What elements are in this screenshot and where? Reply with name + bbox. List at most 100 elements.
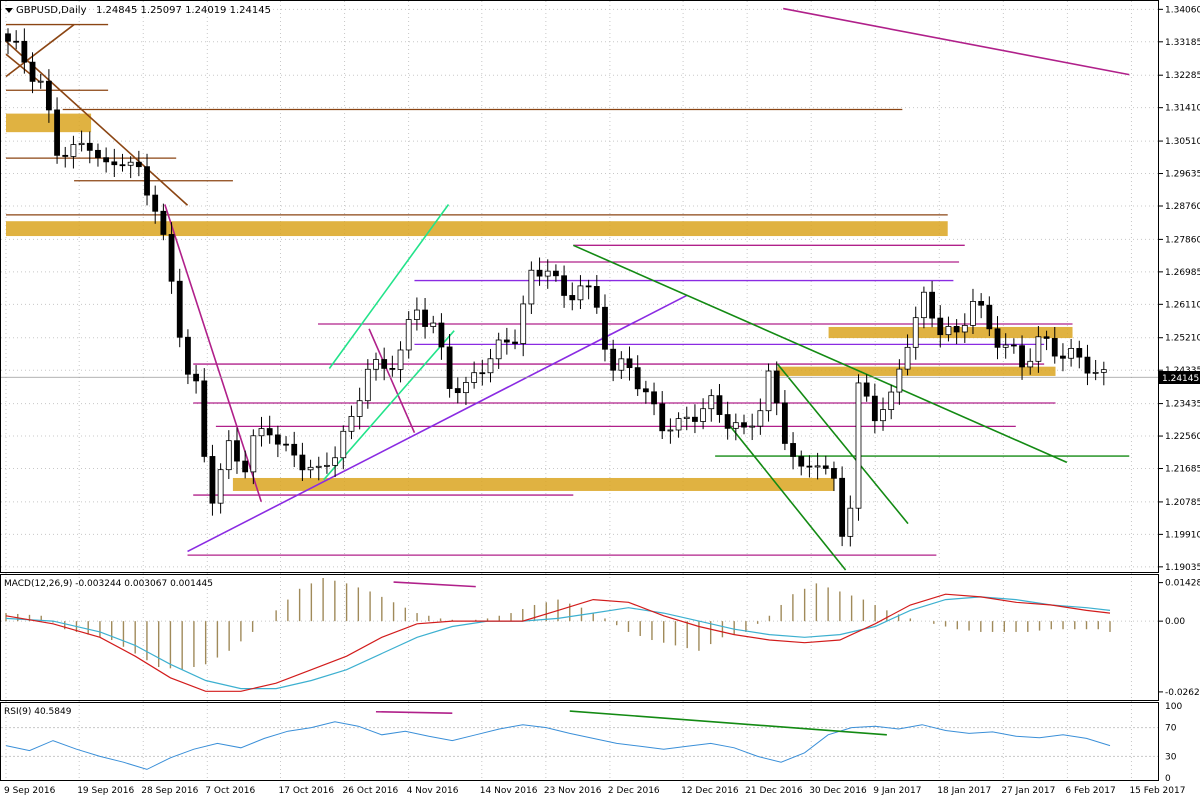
- candle-body: [520, 303, 527, 344]
- candle-body: [626, 358, 633, 369]
- time-tick-label: 17 Oct 2016: [279, 786, 335, 796]
- candle-body: [953, 326, 960, 333]
- candle-body: [495, 339, 502, 360]
- candle-body: [790, 443, 796, 457]
- current-price-text: 1.24145: [1162, 374, 1199, 384]
- macd-main-line: [5, 593, 1111, 692]
- candle-body: [225, 440, 232, 471]
- candle-body: [45, 80, 52, 111]
- candle-body: [381, 359, 388, 369]
- candle-body: [299, 454, 306, 471]
- candle-body: [585, 285, 592, 288]
- price-tick-label: 1.32285: [1165, 71, 1200, 81]
- time-tick-label: 19 Sep 2016: [77, 786, 134, 796]
- time-tick-label: 18 Jan 2017: [937, 786, 991, 796]
- time-tick-label: 4 Nov 2016: [407, 786, 459, 796]
- macd-tick-label: -0.026237: [1165, 688, 1200, 698]
- price-tick-label: 1.28760: [1165, 202, 1200, 212]
- candle-body: [111, 161, 118, 166]
- candle-body: [798, 456, 805, 467]
- candle-body: [912, 317, 919, 348]
- candle-body: [479, 372, 486, 375]
- candle-body: [266, 428, 273, 436]
- price-tick-label: 1.33185: [1165, 38, 1200, 48]
- candle-body: [642, 388, 649, 393]
- candle-body: [618, 358, 625, 371]
- candle-body: [21, 40, 28, 63]
- candle-body: [814, 465, 821, 468]
- candle-body: [1035, 336, 1042, 362]
- candle-body: [54, 109, 60, 156]
- candle-body: [176, 280, 183, 338]
- candle-body: [168, 234, 175, 282]
- candle-body: [610, 348, 617, 371]
- candle-body: [438, 322, 445, 348]
- candle-body: [577, 285, 584, 301]
- price-tick-label: 1.21685: [1165, 465, 1200, 475]
- candle-body: [119, 164, 126, 167]
- time-tick-label: 27 Jan 2017: [1001, 786, 1055, 796]
- support-resistance-zone: [6, 221, 948, 237]
- support-resistance-zone: [6, 113, 92, 133]
- candle-body: [1092, 371, 1099, 374]
- candle-body: [732, 422, 739, 429]
- price-tick-label: 1.30510: [1165, 137, 1200, 147]
- candle-body: [561, 275, 567, 296]
- candle-body: [152, 194, 159, 212]
- candle-body: [258, 428, 265, 437]
- trend-line: [187, 294, 688, 553]
- price-tick-label: 1.19910: [1165, 530, 1200, 540]
- macd-tick-label: 0.00: [1165, 617, 1185, 627]
- time-tick-label: 23 Nov 2016: [544, 786, 602, 796]
- candle-body: [389, 367, 396, 370]
- price-tick-label: 1.25210: [1165, 334, 1200, 344]
- candle-body: [1002, 344, 1009, 348]
- candle-body: [888, 391, 895, 410]
- price-tick-label: 1.27860: [1165, 235, 1200, 245]
- candle-body: [471, 372, 478, 383]
- candle-body: [634, 367, 641, 390]
- candle-body: [904, 346, 911, 370]
- trend-line: [328, 204, 450, 369]
- time-tick-label: 2 Dec 2016: [608, 786, 660, 796]
- rsi-panel-frame: [0, 702, 1159, 781]
- trend-line: [368, 328, 416, 434]
- ohlc-label: 1.24845 1.25097 1.24019 1.24145: [96, 5, 271, 16]
- collapse-triangle-icon[interactable]: [5, 8, 13, 13]
- main-panel-frame: [0, 0, 1159, 573]
- candle-body: [700, 408, 707, 422]
- candle-body: [356, 400, 363, 417]
- price-tick-label: 1.26110: [1165, 300, 1200, 310]
- candle-body: [234, 440, 240, 462]
- candle-body: [373, 359, 379, 370]
- candle-body: [503, 339, 510, 343]
- candle-body: [274, 434, 281, 445]
- candle-body: [348, 416, 355, 432]
- price-tick-label: 1.26985: [1165, 268, 1200, 278]
- candle-body: [692, 416, 698, 422]
- candle-body: [5, 33, 11, 42]
- candle-body: [78, 142, 85, 145]
- candle-body: [512, 341, 518, 344]
- rsi-divergence-line: [569, 710, 887, 736]
- candle-body: [1051, 338, 1058, 357]
- candle-body: [945, 326, 952, 336]
- candle-body: [291, 443, 298, 456]
- time-tick-label: 30 Dec 2016: [809, 786, 867, 796]
- candle-body: [1010, 344, 1017, 347]
- trend-line: [572, 244, 1068, 464]
- candle-body: [675, 418, 682, 431]
- candle-body: [160, 210, 167, 235]
- candle-body: [1076, 348, 1083, 358]
- candle-body: [135, 161, 142, 168]
- candle-body: [683, 416, 690, 420]
- candle-body: [13, 40, 20, 43]
- axis-labels: 1.34060 1.33185 1.32285 1.31410 1.30510 1.296…: [4, 5, 1200, 796]
- candle-body: [544, 270, 551, 277]
- candle-body: [332, 457, 339, 466]
- candle-body: [602, 306, 608, 350]
- candle-body: [855, 382, 862, 509]
- candle-body: [741, 422, 747, 428]
- current-price-tag: [1159, 371, 1200, 384]
- candle-body: [667, 429, 674, 432]
